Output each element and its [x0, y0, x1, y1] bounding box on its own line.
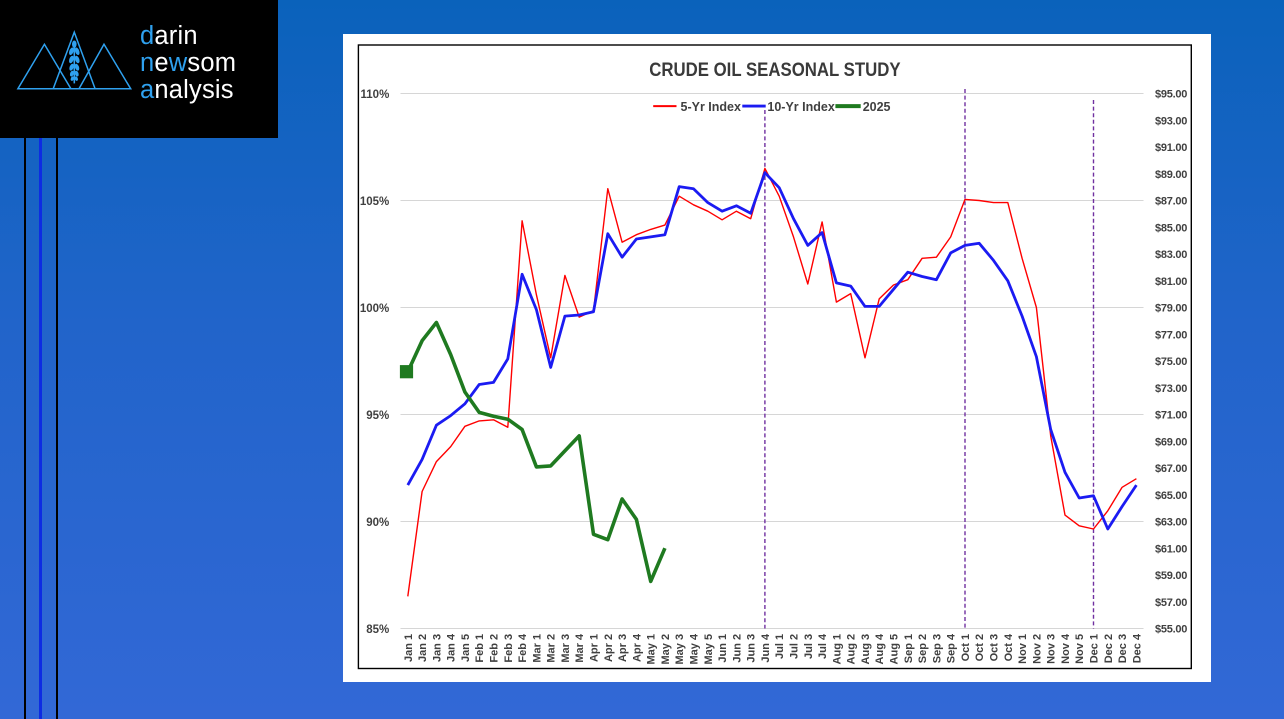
svg-text:$79.00: $79.00 [1155, 303, 1187, 315]
svg-text:Oct 1: Oct 1 [960, 634, 972, 662]
svg-text:5-Yr Index: 5-Yr Index [681, 100, 741, 114]
svg-text:Feb 3: Feb 3 [503, 634, 515, 663]
svg-text:$67.00: $67.00 [1155, 463, 1187, 475]
svg-text:Jul 3: Jul 3 [803, 634, 815, 659]
svg-text:$73.00: $73.00 [1155, 383, 1187, 395]
svg-text:Nov 4: Nov 4 [1060, 633, 1072, 664]
svg-text:Jul 1: Jul 1 [774, 634, 786, 659]
svg-text:2025: 2025 [863, 100, 891, 114]
svg-text:Nov 3: Nov 3 [1046, 634, 1058, 664]
svg-text:May 4: May 4 [689, 633, 701, 664]
svg-text:Apr 4: Apr 4 [631, 633, 643, 662]
svg-text:105%: 105% [360, 196, 389, 208]
svg-text:$65.00: $65.00 [1155, 490, 1187, 502]
svg-text:Mar 1: Mar 1 [531, 634, 543, 663]
svg-text:Jan 5: Jan 5 [460, 634, 472, 662]
svg-text:Aug 3: Aug 3 [860, 634, 872, 665]
svg-text:Aug 5: Aug 5 [889, 634, 901, 665]
svg-text:Jan 2: Jan 2 [417, 634, 429, 662]
svg-text:Sep 2: Sep 2 [917, 634, 929, 663]
svg-text:Oct 4: Oct 4 [1003, 633, 1015, 661]
svg-text:Aug 1: Aug 1 [831, 634, 843, 665]
svg-text:Apr 1: Apr 1 [589, 634, 601, 662]
svg-text:$59.00: $59.00 [1155, 570, 1187, 582]
svg-text:$93.00: $93.00 [1155, 116, 1187, 128]
svg-text:$57.00: $57.00 [1155, 597, 1187, 609]
svg-text:Nov 2: Nov 2 [1031, 634, 1043, 664]
svg-text:Dec 3: Dec 3 [1117, 634, 1129, 663]
svg-text:May 1: May 1 [646, 634, 658, 665]
svg-text:Jan 1: Jan 1 [403, 634, 415, 662]
svg-text:$85.00: $85.00 [1155, 222, 1187, 234]
svg-text:Jul 4: Jul 4 [817, 633, 829, 659]
svg-text:$77.00: $77.00 [1155, 329, 1187, 341]
svg-text:Mar 3: Mar 3 [560, 634, 572, 663]
svg-text:Apr 2: Apr 2 [603, 634, 615, 662]
svg-text:Jun 2: Jun 2 [731, 634, 743, 663]
svg-text:Mar 4: Mar 4 [574, 633, 586, 663]
svg-text:$83.00: $83.00 [1155, 249, 1187, 261]
svg-text:Oct 3: Oct 3 [989, 634, 1001, 662]
svg-text:Aug 4: Aug 4 [874, 633, 886, 664]
svg-text:Jul 2: Jul 2 [789, 634, 801, 659]
svg-text:Jun 3: Jun 3 [746, 634, 758, 663]
svg-text:May 2: May 2 [660, 634, 672, 665]
svg-text:May 5: May 5 [703, 634, 715, 665]
svg-text:10-Yr Index: 10-Yr Index [767, 100, 834, 114]
svg-text:$95.00: $95.00 [1155, 89, 1187, 101]
svg-text:Aug 2: Aug 2 [846, 634, 858, 665]
svg-text:95%: 95% [366, 410, 389, 422]
svg-text:$87.00: $87.00 [1155, 196, 1187, 208]
svg-text:$63.00: $63.00 [1155, 517, 1187, 529]
svg-text:Dec 1: Dec 1 [1089, 634, 1101, 663]
svg-text:Feb 4: Feb 4 [517, 633, 529, 663]
svg-text:Sep 3: Sep 3 [931, 634, 943, 663]
svg-text:Feb 2: Feb 2 [489, 634, 501, 663]
svg-text:$55.00: $55.00 [1155, 624, 1187, 636]
svg-text:Mar 2: Mar 2 [546, 634, 558, 663]
svg-text:90%: 90% [366, 517, 389, 529]
svg-text:CRUDE OIL SEASONAL STUDY: CRUDE OIL SEASONAL STUDY [649, 59, 900, 81]
svg-text:$61.00: $61.00 [1155, 544, 1187, 556]
svg-text:Jan 4: Jan 4 [446, 633, 458, 662]
svg-text:Dec 4: Dec 4 [1131, 633, 1143, 663]
svg-text:Jun 4: Jun 4 [760, 633, 772, 663]
svg-text:85%: 85% [366, 624, 389, 636]
svg-text:Nov 5: Nov 5 [1074, 634, 1086, 664]
svg-text:$75.00: $75.00 [1155, 356, 1187, 368]
svg-text:$69.00: $69.00 [1155, 436, 1187, 448]
svg-text:Feb 1: Feb 1 [474, 634, 486, 663]
svg-text:$89.00: $89.00 [1155, 169, 1187, 181]
svg-text:Sep 4: Sep 4 [946, 633, 958, 663]
svg-text:Oct 2: Oct 2 [974, 634, 986, 662]
svg-text:$71.00: $71.00 [1155, 410, 1187, 422]
svg-text:Dec 2: Dec 2 [1103, 634, 1115, 663]
svg-text:Sep 1: Sep 1 [903, 634, 915, 663]
svg-text:$81.00: $81.00 [1155, 276, 1187, 288]
svg-text:Jan 3: Jan 3 [431, 634, 443, 662]
svg-text:Apr 3: Apr 3 [617, 634, 629, 662]
svg-text:110%: 110% [361, 89, 390, 101]
svg-text:Nov 1: Nov 1 [1017, 634, 1029, 664]
svg-text:$91.00: $91.00 [1155, 142, 1187, 154]
svg-text:Jun 1: Jun 1 [717, 634, 729, 663]
svg-text:May 3: May 3 [674, 634, 686, 665]
svg-text:100%: 100% [360, 303, 389, 315]
